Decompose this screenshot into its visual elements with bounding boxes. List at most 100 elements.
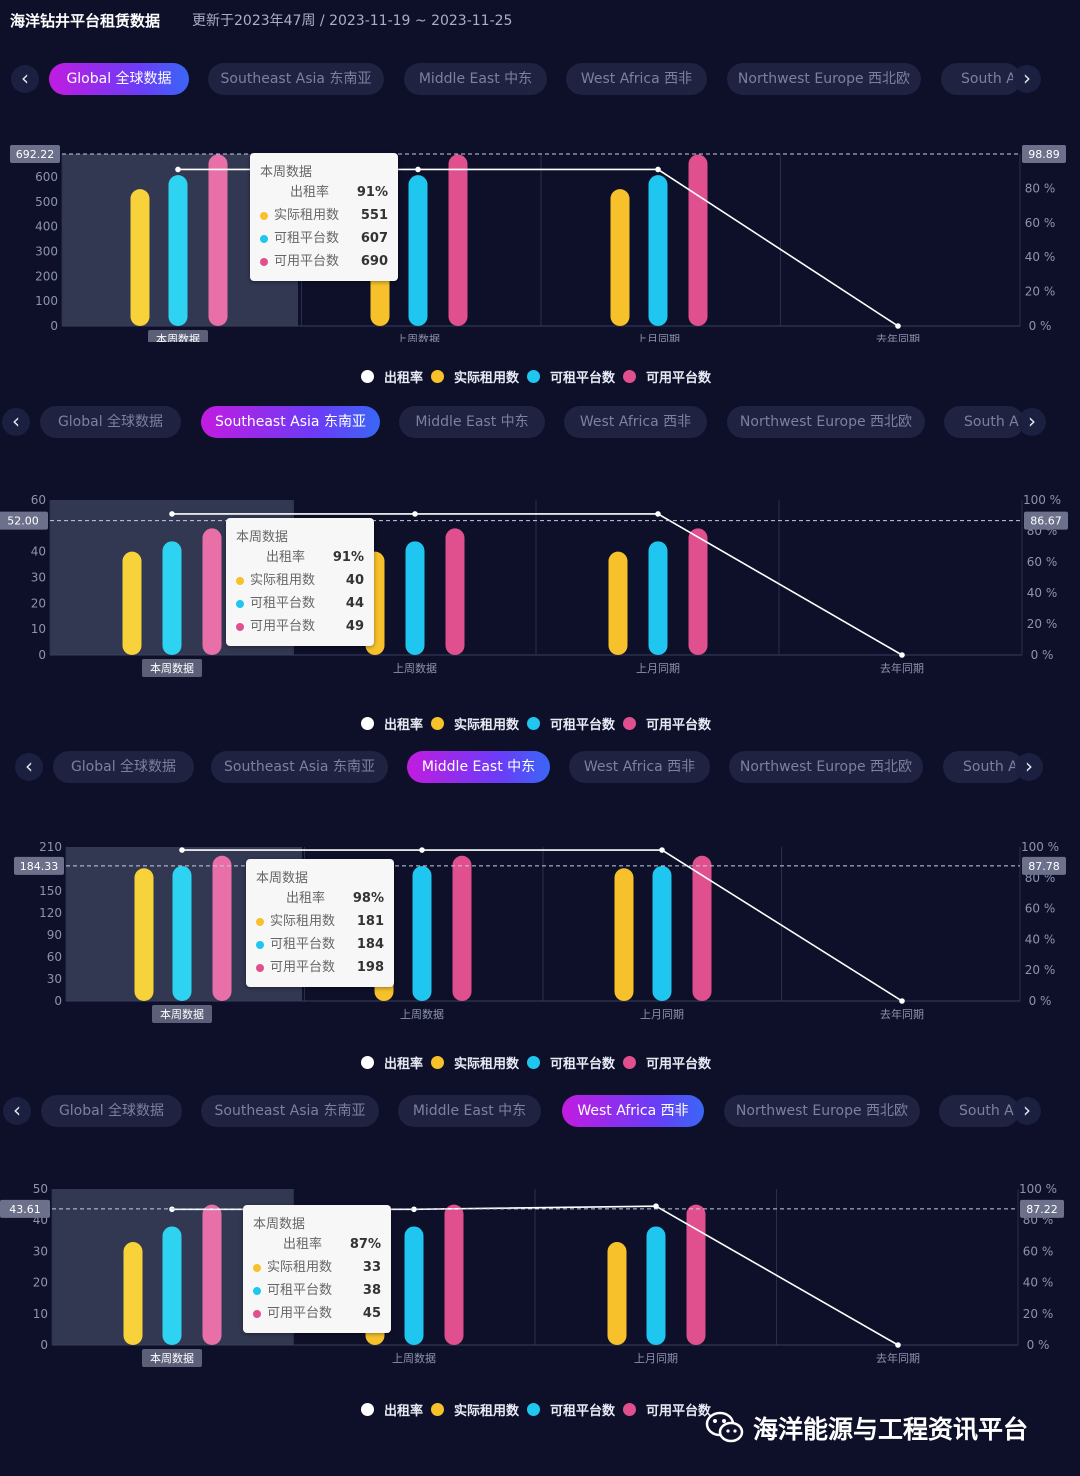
region-tab-1[interactable]: Southeast Asia 东南亚 — [201, 406, 380, 438]
rate-point — [655, 511, 661, 517]
region-tab-2[interactable]: Middle East 中东 — [399, 406, 545, 438]
right-marker-label: 86.67 — [1030, 515, 1062, 528]
bar-可用平台数 — [445, 528, 465, 655]
region-tab-4[interactable]: Northwest Europe 西北欧 — [729, 751, 923, 783]
region-tab-label: Global 全球数据 — [66, 71, 172, 87]
y2-tick-label: 0 % — [1029, 319, 1052, 333]
legend-item[interactable]: 实际租用数 — [430, 1400, 519, 1419]
y-tick-label: 210 — [39, 840, 62, 854]
legend-item[interactable]: 可用平台数 — [623, 367, 711, 386]
tooltip-value: 98% — [352, 891, 384, 906]
y2-tick-label: 60 % — [1023, 1244, 1054, 1258]
x-tick-label: 上周数据 — [393, 661, 437, 675]
legend-item[interactable]: 可用平台数 — [623, 1053, 711, 1072]
region-tab-4[interactable]: Northwest Europe 西北欧 — [727, 406, 925, 438]
legend-item[interactable]: 出租率 — [360, 1400, 423, 1419]
region-tab-3[interactable]: West Africa 西非 — [566, 63, 707, 95]
tooltip-label: 可租平台数 — [274, 231, 340, 246]
legend-item[interactable]: 可用平台数 — [623, 714, 711, 733]
y2-tick-label: 40 % — [1023, 1276, 1054, 1290]
y-tick-label: 120 — [39, 906, 62, 920]
legend-item[interactable]: 出租率 — [360, 1053, 423, 1072]
region-tab-1[interactable]: Southeast Asia 东南亚 — [208, 63, 384, 95]
legend-dot — [360, 369, 374, 383]
rate-point — [899, 998, 905, 1004]
legend-item[interactable]: 实际租用数 — [430, 714, 519, 733]
next-tab-button[interactable]: › — [1013, 1097, 1041, 1125]
bar-可租平台数 — [162, 541, 182, 655]
category-label-box — [142, 1349, 202, 1367]
region-tabs: ‹ Global 全球数据 Southeast Asia 东南亚 Middle Eas… — [0, 1094, 1080, 1128]
region-tab-3[interactable]: West Africa 西非 — [569, 751, 710, 783]
legend-item[interactable]: 实际租用数 — [430, 367, 519, 386]
prev-tab-button[interactable]: ‹ — [3, 1097, 31, 1125]
prev-tab-button[interactable]: ‹ — [15, 753, 43, 781]
left-marker-box — [0, 511, 48, 530]
legend-item[interactable]: 可租平台数 — [527, 1400, 615, 1419]
watermark-text: 海洋能源与工程资讯平台 — [753, 1415, 1029, 1444]
region-tab-2[interactable]: Middle East 中东 — [404, 63, 547, 95]
region-tab-label: West Africa 西非 — [583, 759, 696, 775]
tooltip-label: 出租率 — [266, 550, 306, 565]
tooltip-label: 出租率 — [290, 185, 330, 200]
region-tab-2[interactable]: Middle East 中东 — [407, 751, 550, 783]
region-tabs: ‹ Global 全球数据 Southeast Asia 东南亚 Middle Eas… — [0, 62, 1080, 96]
region-panel-0: ‹ Global 全球数据 Southeast Asia 东南亚 Middle Eas… — [0, 62, 1080, 407]
region-tab-0[interactable]: Global 全球数据 — [53, 751, 194, 783]
next-tab-button[interactable]: › — [1018, 408, 1046, 436]
region-tab-4[interactable]: Northwest Europe 西北欧 — [727, 63, 921, 95]
tooltip-title: 本周数据 — [253, 1217, 306, 1232]
legend-item[interactable]: 可租平台数 — [527, 1053, 615, 1072]
rate-point — [659, 847, 665, 853]
y2-tick-label: 60 % — [1025, 216, 1056, 230]
legend-item[interactable]: 实际租用数 — [430, 1053, 519, 1072]
region-tab-3[interactable]: West Africa 西非 — [562, 1095, 704, 1127]
right-marker-box — [1020, 1199, 1064, 1218]
region-tab-3[interactable]: West Africa 西非 — [564, 406, 707, 438]
region-tab-5[interactable]: South Ar — [944, 406, 1024, 438]
next-tab-button[interactable]: › — [1015, 753, 1043, 781]
region-tab-5[interactable]: South Ar — [941, 63, 1021, 95]
tooltip-label: 可租平台数 — [250, 596, 316, 611]
legend-item[interactable]: 可用平台数 — [623, 1400, 711, 1419]
chart-legend: 出租率 实际租用数 可租平台数 可用平台数 — [0, 1052, 1080, 1072]
region-tab-0[interactable]: Global 全球数据 — [41, 1095, 182, 1127]
legend-item[interactable]: 可租平台数 — [527, 367, 615, 386]
chart-legend: 出租率 实际租用数 可租平台数 可用平台数 — [0, 1399, 1080, 1419]
region-tab-0[interactable]: Global 全球数据 — [40, 406, 181, 438]
region-tab-0[interactable]: Global 全球数据 — [49, 63, 189, 95]
tooltip-value: 91% — [332, 550, 364, 565]
next-tab-button[interactable]: › — [1013, 65, 1041, 93]
y2-tick-label: 20 % — [1025, 963, 1056, 977]
region-tab-4[interactable]: Northwest Europe 西北欧 — [724, 1095, 920, 1127]
region-tab-label: Northwest Europe 西北欧 — [737, 71, 911, 87]
watermark: 海洋能源与工程资讯平台 — [705, 1408, 1028, 1448]
left-marker-label: 52.00 — [7, 515, 39, 528]
prev-tab-button[interactable]: ‹ — [11, 65, 39, 93]
region-tab-label: South Ar — [963, 759, 1023, 775]
legend-item[interactable]: 出租率 — [360, 714, 423, 733]
region-tab-2[interactable]: Middle East 中东 — [398, 1095, 541, 1127]
region-tab-1[interactable]: Southeast Asia 东南亚 — [211, 751, 388, 783]
region-tab-1[interactable]: Southeast Asia 东南亚 — [201, 1095, 379, 1127]
x-tick-label: 上周数据 — [392, 1351, 436, 1365]
bar-可租平台数 — [648, 541, 668, 655]
legend-item[interactable]: 可租平台数 — [527, 714, 615, 733]
bar-可租平台数 — [648, 175, 668, 326]
tooltip-value: 40 — [345, 573, 364, 588]
legend-item[interactable]: 出租率 — [360, 367, 423, 386]
legend-label: 可租平台数 — [550, 1403, 616, 1419]
category-label-box — [148, 330, 208, 342]
page-title: 海洋钻井平台租赁数据 — [10, 11, 161, 30]
right-marker-box — [1022, 856, 1066, 875]
tooltip-label: 出租率 — [283, 1237, 323, 1252]
rate-point — [169, 511, 175, 517]
region-tab-5[interactable]: South Ar — [939, 1095, 1019, 1127]
y-tick-label: 30 — [31, 571, 46, 585]
x-tick-label: 上月同期 — [636, 333, 680, 342]
legend-label: 可租平台数 — [550, 370, 616, 386]
region-tab-label: Southeast Asia 东南亚 — [214, 1103, 366, 1119]
region-tab-5[interactable]: South Ar — [943, 751, 1023, 783]
prev-tab-button[interactable]: ‹ — [2, 408, 30, 436]
